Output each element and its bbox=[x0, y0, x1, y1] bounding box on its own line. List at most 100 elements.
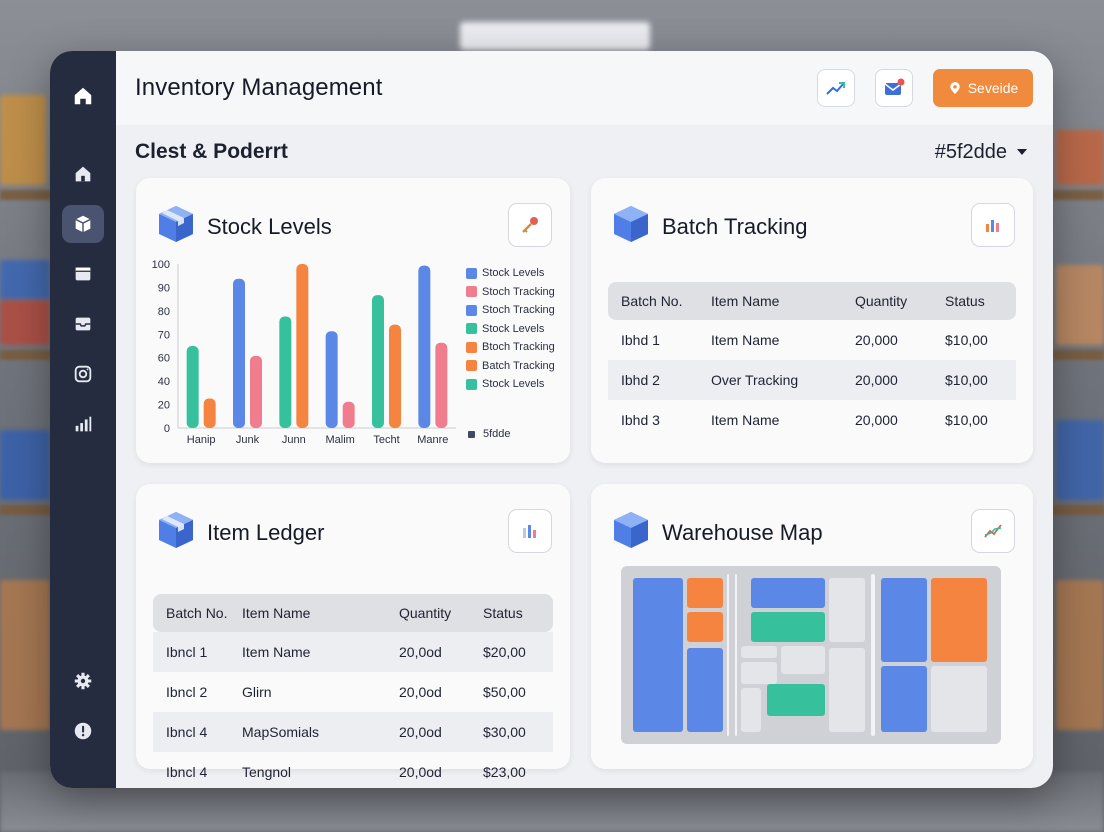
chart-bar[interactable] bbox=[250, 355, 262, 428]
y-tick-label: 60 bbox=[158, 353, 170, 365]
y-tick-label: 90 bbox=[158, 282, 170, 294]
legend-swatch bbox=[466, 360, 477, 372]
bar-chart-icon bbox=[523, 525, 536, 538]
y-tick-label: 0 bbox=[164, 423, 170, 435]
table-cell: Ibncl 2 bbox=[166, 684, 208, 700]
table-cell: 20,000 bbox=[855, 332, 898, 348]
map-zone[interactable] bbox=[741, 646, 777, 658]
trend-button[interactable] bbox=[971, 509, 1015, 553]
legend-footnote-label: 5fdde bbox=[483, 428, 511, 440]
legend-swatch bbox=[466, 378, 477, 390]
warehouse-map-card: Warehouse Map bbox=[591, 484, 1033, 769]
legend-item[interactable]: Stock Levels bbox=[466, 320, 555, 339]
map-zone[interactable] bbox=[931, 666, 987, 732]
column-header[interactable]: Quantity bbox=[386, 594, 470, 632]
column-header[interactable]: Batch No. bbox=[608, 282, 698, 320]
chart-bar[interactable] bbox=[203, 398, 216, 428]
map-zone[interactable] bbox=[741, 662, 777, 684]
sidebar-item-dashboard[interactable] bbox=[62, 155, 104, 193]
legend-item[interactable]: Btoch Tracking bbox=[466, 338, 555, 357]
map-zone[interactable] bbox=[751, 612, 825, 642]
chart-bar[interactable] bbox=[372, 295, 384, 428]
column-header[interactable]: Batch No. bbox=[153, 594, 229, 632]
chart-bar[interactable] bbox=[342, 401, 355, 428]
chart-bar[interactable] bbox=[435, 342, 448, 428]
map-zone[interactable] bbox=[829, 648, 865, 732]
column-header[interactable]: Item Name bbox=[229, 594, 386, 632]
table-cell: 20,000 bbox=[855, 412, 898, 428]
sidebar-item-inbox[interactable] bbox=[62, 305, 104, 343]
trend-button[interactable] bbox=[817, 69, 855, 107]
legend-item[interactable]: Stoch Tracking bbox=[466, 283, 555, 302]
chart-bar[interactable] bbox=[418, 265, 431, 428]
column-header[interactable]: Status bbox=[470, 594, 553, 632]
filter-dropdown[interactable]: #5f2dde bbox=[935, 141, 1027, 164]
chart-bar[interactable] bbox=[389, 324, 401, 428]
table-row[interactable]: Ibncl 4 MapSomials 20,0od $30,00 bbox=[153, 712, 553, 752]
item-ledger-card: Item Ledger Batch No. Item Name Quantity St… bbox=[136, 484, 570, 780]
tag-button[interactable] bbox=[508, 203, 552, 247]
cube-icon bbox=[154, 508, 198, 557]
card-title: Warehouse Map bbox=[662, 519, 823, 545]
legend-item[interactable]: Batch Tracking bbox=[466, 357, 555, 376]
sidebar-item-inventory[interactable] bbox=[62, 205, 104, 243]
legend-item[interactable]: Stock Levels bbox=[466, 375, 555, 394]
table-row[interactable]: Ibhd 2 Over Tracking 20,000 $10,00 bbox=[608, 360, 1016, 400]
card-header: Stock Levels bbox=[154, 202, 332, 251]
legend-footnote-swatch bbox=[468, 430, 475, 438]
table-cell: Ibhd 3 bbox=[621, 412, 660, 428]
map-zone[interactable] bbox=[687, 612, 723, 642]
chart-bar[interactable] bbox=[325, 331, 338, 428]
table-row[interactable]: Ibhd 3 Item Name 20,000 $10,00 bbox=[608, 400, 1016, 440]
map-zone[interactable] bbox=[741, 688, 761, 732]
table-row[interactable]: Ibncl 2 Glirn 20,0od $50,00 bbox=[153, 672, 553, 712]
chart-button[interactable] bbox=[508, 509, 552, 553]
section-header: Clest & Poderrt #5f2dde bbox=[116, 125, 1053, 179]
map-zone[interactable] bbox=[633, 578, 683, 732]
column-header[interactable]: Status bbox=[932, 282, 1016, 320]
map-zone[interactable] bbox=[881, 666, 927, 732]
stock-levels-card: Stock Levels 0 20 40 60 70 80 90 100 Hanip Junk Ju… bbox=[136, 178, 570, 463]
chart-bar[interactable] bbox=[186, 346, 199, 428]
table-row[interactable]: Ibncl 1 Item Name 20,0od $20,00 bbox=[153, 632, 553, 672]
chart-bar[interactable] bbox=[296, 264, 309, 428]
map-zone[interactable] bbox=[781, 646, 825, 674]
notifications-button[interactable] bbox=[875, 69, 913, 107]
sidebar-item-home[interactable] bbox=[62, 77, 104, 115]
table-row[interactable]: Ibhd 1 Item Name 20,000 $10,00 bbox=[608, 320, 1016, 360]
legend-swatch bbox=[466, 341, 477, 353]
column-header[interactable]: Item Name bbox=[698, 282, 842, 320]
map-zone[interactable] bbox=[751, 578, 825, 608]
map-zone[interactable] bbox=[767, 684, 825, 716]
table-cell: $23,00 bbox=[483, 764, 526, 780]
map-zone[interactable] bbox=[687, 648, 723, 732]
legend-item[interactable]: Stock Levels bbox=[466, 264, 555, 283]
sidebar-item-help[interactable] bbox=[62, 712, 104, 750]
table-row[interactable]: Ibncl 4 Tengnol 20,0od $23,00 bbox=[153, 752, 553, 788]
legend-swatch bbox=[466, 267, 477, 279]
map-zone[interactable] bbox=[687, 578, 723, 608]
legend-label: Stoch Tracking bbox=[482, 304, 555, 317]
chart-bar[interactable] bbox=[233, 278, 245, 428]
chart-bar[interactable] bbox=[279, 316, 292, 428]
column-header[interactable]: Quantity bbox=[842, 282, 932, 320]
chart-button[interactable] bbox=[971, 203, 1015, 247]
home-outline-icon bbox=[75, 166, 91, 182]
sidebar-item-reports[interactable] bbox=[62, 405, 104, 443]
batch-table: Batch No. Item Name Quantity Status Ibhd 1 It… bbox=[608, 282, 1016, 440]
warehouse-map[interactable] bbox=[621, 566, 1001, 744]
map-zone[interactable] bbox=[829, 578, 865, 642]
stock-chart: 0 20 40 60 70 80 90 100 Hanip Junk Junn Malim Techt M… bbox=[152, 259, 456, 446]
table-cell: 20,0od bbox=[386, 712, 470, 752]
legend-item[interactable]: Stoch Tracking bbox=[466, 301, 555, 320]
sidebar-item-camera[interactable] bbox=[62, 355, 104, 393]
sidebar-item-settings[interactable] bbox=[62, 662, 104, 700]
service-button[interactable]: Seveide bbox=[933, 69, 1033, 107]
sidebar-item-folders[interactable] bbox=[62, 255, 104, 293]
y-tick-label: 80 bbox=[158, 306, 170, 318]
map-zone[interactable] bbox=[881, 578, 927, 662]
map-zone[interactable] bbox=[931, 578, 987, 662]
map-divider bbox=[735, 574, 737, 736]
card-header: Batch Tracking bbox=[609, 202, 808, 251]
